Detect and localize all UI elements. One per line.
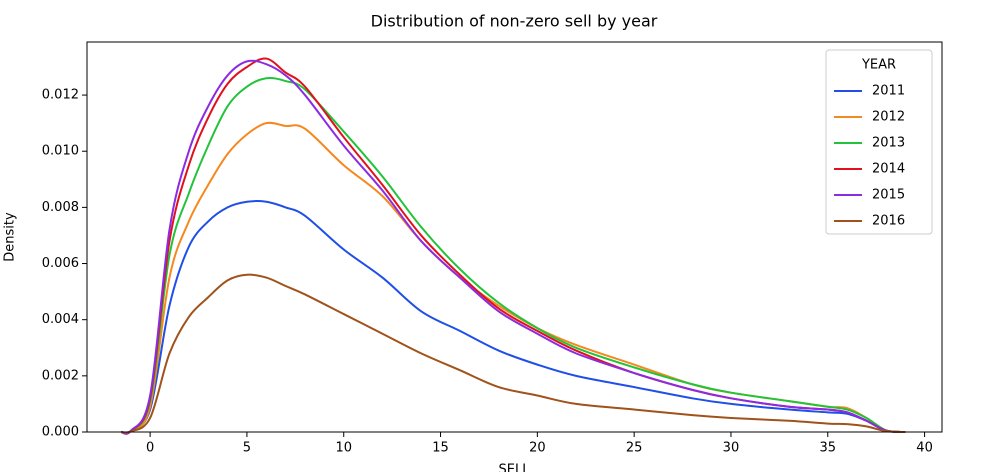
x-axis-label: SELL [499,463,531,472]
x-tick-label: 10 [335,441,352,456]
legend-label: 2011 [872,84,905,99]
y-tick-label: 0.000 [42,425,79,440]
legend-box [825,49,933,235]
y-tick-label: 0.012 [42,88,79,103]
legend-title: YEAR [861,58,896,73]
x-tick-label: 0 [146,441,154,456]
legend-label: 2012 [872,110,905,125]
y-tick-label: 0.006 [42,256,79,271]
legend-label: 2016 [872,214,905,229]
y-tick-label: 0.010 [42,144,79,159]
y-tick-label: 0.002 [42,368,79,383]
legend-label: 2013 [872,136,905,151]
x-tick-label: 15 [432,441,449,456]
line-series [120,57,906,435]
line-series [121,273,906,434]
legend-label: 2015 [872,188,905,203]
line-series [120,59,906,435]
y-axis-label: Density [3,212,18,262]
y-tick-label: 0.004 [42,312,79,327]
legend-label: 2014 [872,162,905,177]
x-tick-label: 30 [723,441,740,456]
line-series [120,121,906,435]
x-tick-label: 5 [243,441,251,456]
line-series [120,200,906,435]
line-series [120,76,906,435]
x-tick-label: 25 [626,441,643,456]
x-tick-label: 35 [819,441,836,456]
x-tick-label: 40 [916,441,933,456]
plot-frame [86,41,943,433]
chart-title: Distribution of non-zero sell by year [371,12,658,31]
y-tick-label: 0.008 [42,200,79,215]
x-tick-label: 20 [529,441,546,456]
